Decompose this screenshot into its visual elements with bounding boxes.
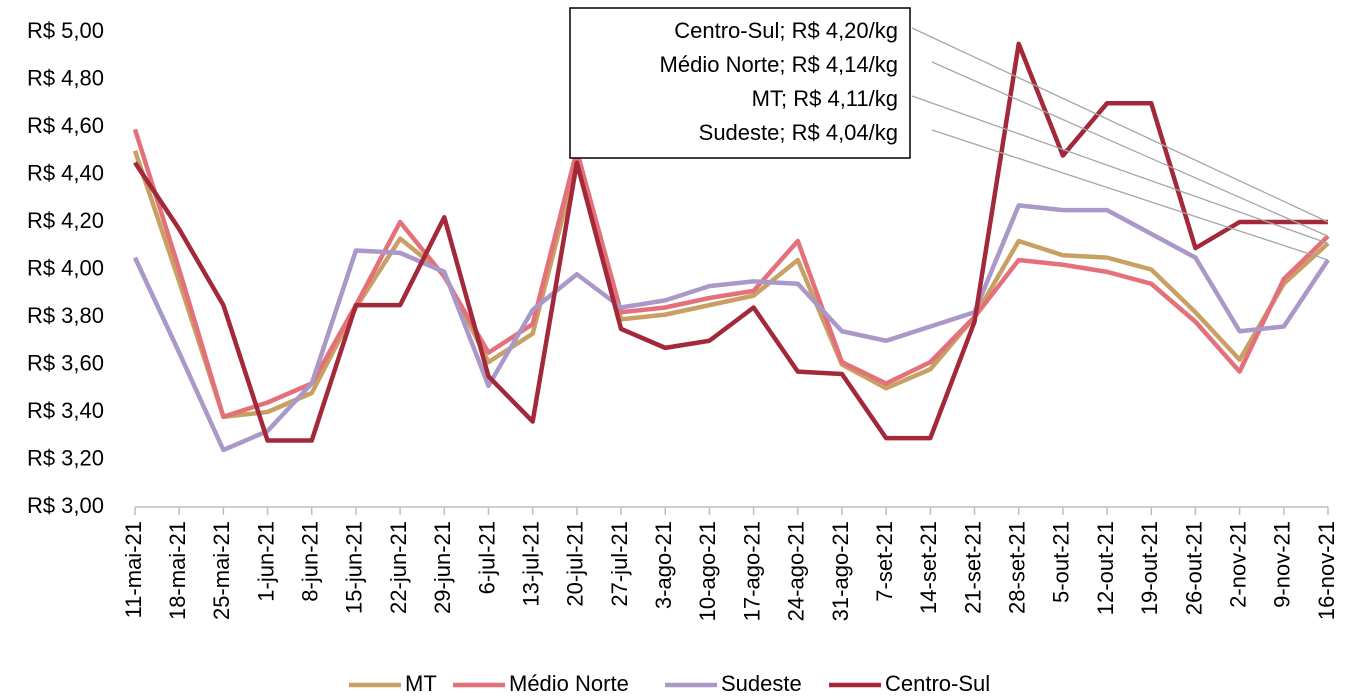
x-tick-label: 15-jun-21 bbox=[342, 521, 367, 614]
y-tick-label: R$ 3,60 bbox=[27, 350, 104, 375]
legend-label: Médio Norte bbox=[509, 671, 629, 696]
x-tick-label: 18-mai-21 bbox=[165, 521, 190, 620]
legend-label: Centro-Sul bbox=[885, 671, 990, 696]
y-tick-label: R$ 5,00 bbox=[27, 18, 104, 43]
x-tick-label: 3-ago-21 bbox=[651, 521, 676, 609]
x-tick-label: 5-out-21 bbox=[1049, 521, 1074, 603]
x-tick-label: 2-nov-21 bbox=[1225, 521, 1250, 608]
x-tick-label: 1-jun-21 bbox=[253, 521, 278, 602]
x-tick-label: 26-out-21 bbox=[1181, 521, 1206, 615]
y-tick-label: R$ 4,60 bbox=[27, 113, 104, 138]
series-line bbox=[132, 150, 1330, 419]
x-tick-label: 19-out-21 bbox=[1137, 521, 1162, 615]
leader-line bbox=[911, 95, 1329, 244]
leader-line bbox=[931, 129, 1329, 261]
x-tick-label: 9-nov-21 bbox=[1270, 521, 1295, 608]
legend-label: MT bbox=[405, 671, 437, 696]
leader-line bbox=[911, 27, 1329, 223]
series-line bbox=[133, 41, 1328, 443]
y-tick-label: R$ 3,00 bbox=[27, 493, 104, 518]
x-tick-label: 31-ago-21 bbox=[828, 521, 853, 621]
x-tick-label: 22-jun-21 bbox=[386, 521, 411, 614]
x-tick-label: 13-jul-21 bbox=[518, 521, 543, 607]
x-tick-label: 29-jun-21 bbox=[430, 521, 455, 614]
annotation-label: Médio Norte; R$ 4,14/kg bbox=[660, 52, 898, 77]
annotation-label: Sudeste; R$ 4,04/kg bbox=[699, 120, 898, 145]
x-tick-label: 14-set-21 bbox=[916, 521, 941, 614]
legend-label: Sudeste bbox=[721, 671, 802, 696]
annotation-box bbox=[569, 7, 911, 159]
x-tick-label: 28-set-21 bbox=[1005, 521, 1030, 614]
y-tick-label: R$ 3,80 bbox=[27, 303, 104, 328]
x-tick-label: 27-jul-21 bbox=[607, 521, 632, 607]
y-tick-label: R$ 4,40 bbox=[27, 160, 104, 185]
x-tick-label: 11-mai-21 bbox=[121, 521, 146, 618]
x-tick-label: 21-set-21 bbox=[960, 521, 985, 614]
y-tick-label: R$ 4,00 bbox=[27, 255, 104, 280]
y-tick-label: R$ 3,40 bbox=[27, 398, 104, 423]
annotation-label: Centro-Sul; R$ 4,20/kg bbox=[674, 18, 898, 43]
x-tick-label: 24-ago-21 bbox=[784, 521, 809, 621]
x-tick-label: 20-jul-21 bbox=[563, 521, 588, 607]
x-tick-label: 12-out-21 bbox=[1093, 521, 1118, 615]
x-tick-label: 6-jul-21 bbox=[474, 521, 499, 594]
y-tick-label: R$ 3,20 bbox=[27, 445, 104, 470]
y-tick-label: R$ 4,20 bbox=[27, 208, 104, 233]
x-tick-label: 7-set-21 bbox=[872, 521, 897, 602]
x-tick-label: 17-ago-21 bbox=[739, 521, 764, 621]
y-tick-label: R$ 4,80 bbox=[27, 65, 104, 90]
series-line bbox=[132, 203, 1330, 453]
x-tick-label: 16-nov-21 bbox=[1314, 521, 1339, 620]
annotation-label: MT; R$ 4,11/kg bbox=[752, 86, 898, 111]
series-line bbox=[132, 128, 1330, 419]
x-tick-label: 10-ago-21 bbox=[695, 521, 720, 621]
leader-line bbox=[931, 61, 1329, 237]
x-tick-label: 8-jun-21 bbox=[298, 521, 323, 602]
x-tick-label: 25-mai-21 bbox=[209, 521, 234, 620]
